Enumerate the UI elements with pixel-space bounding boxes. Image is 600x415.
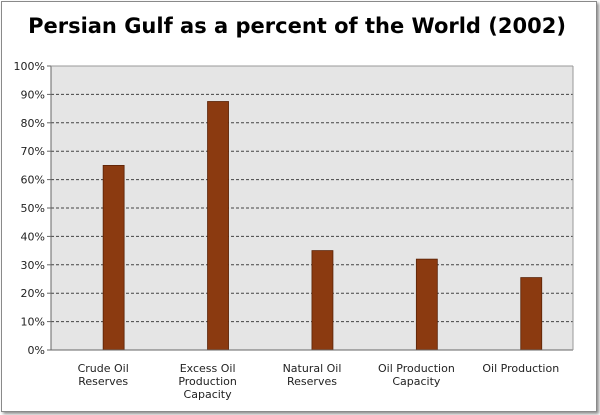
y-tick-label: 100% — [14, 60, 45, 73]
x-category-label: Excess Oil Production Capacity — [178, 362, 237, 401]
bar — [520, 277, 543, 351]
x-axis-categories: Crude Oil Reserves Excess Oil Production Cap… — [78, 362, 560, 401]
bar — [311, 250, 334, 351]
y-tick-label: 0% — [28, 344, 45, 357]
y-tick-label: 30% — [21, 259, 45, 272]
bar — [415, 258, 438, 351]
bar — [207, 101, 229, 351]
x-category-label: Natural Oil Reserves — [283, 362, 342, 388]
bar — [102, 164, 125, 351]
x-category-label: Oil Production Capacity — [378, 362, 455, 388]
axes — [50, 65, 574, 351]
bars — [102, 101, 543, 351]
y-tick-label: 20% — [21, 287, 45, 300]
y-axis-ticks: 0% 10% 20% 30% 40% 50% 60% 70% 80% 90% 100% — [14, 60, 51, 357]
y-tick-label: 50% — [21, 202, 45, 215]
x-category-label: Crude Oil Reserves — [78, 362, 129, 388]
x-category-label: Oil Production — [482, 362, 559, 375]
y-tick-label: 40% — [21, 230, 45, 243]
chart-title: Persian Gulf as a percent of the World (… — [28, 14, 566, 38]
y-tick-label: 90% — [21, 88, 45, 101]
y-tick-label: 80% — [21, 117, 45, 130]
y-tick-label: 10% — [21, 316, 45, 329]
y-tick-label: 60% — [21, 174, 45, 187]
y-tick-label: 70% — [21, 145, 45, 158]
